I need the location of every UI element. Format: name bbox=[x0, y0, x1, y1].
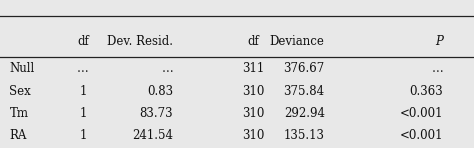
Text: …: … bbox=[161, 62, 173, 75]
Text: 241.54: 241.54 bbox=[132, 129, 173, 142]
Text: 310: 310 bbox=[242, 129, 265, 142]
Text: 1: 1 bbox=[79, 85, 87, 98]
Text: <0.001: <0.001 bbox=[400, 107, 443, 120]
Text: …: … bbox=[77, 62, 89, 75]
Text: Deviance: Deviance bbox=[270, 35, 325, 48]
Text: RA: RA bbox=[9, 129, 27, 142]
Text: 1: 1 bbox=[79, 129, 87, 142]
Text: 310: 310 bbox=[242, 85, 265, 98]
Text: Dev. Resid.: Dev. Resid. bbox=[107, 35, 173, 48]
Text: df: df bbox=[77, 35, 89, 48]
Text: 375.84: 375.84 bbox=[283, 85, 325, 98]
Text: 135.13: 135.13 bbox=[284, 129, 325, 142]
Text: 376.67: 376.67 bbox=[283, 62, 325, 75]
Text: 310: 310 bbox=[242, 107, 265, 120]
Text: 83.73: 83.73 bbox=[139, 107, 173, 120]
Text: Sex: Sex bbox=[9, 85, 31, 98]
Text: 0.363: 0.363 bbox=[410, 85, 443, 98]
Text: 0.83: 0.83 bbox=[147, 85, 173, 98]
Text: 1: 1 bbox=[79, 107, 87, 120]
Text: 311: 311 bbox=[243, 62, 264, 75]
Text: <0.001: <0.001 bbox=[400, 129, 443, 142]
Text: Null: Null bbox=[9, 62, 35, 75]
Text: …: … bbox=[431, 62, 443, 75]
Text: df: df bbox=[248, 35, 259, 48]
Text: P: P bbox=[435, 35, 443, 48]
Text: 292.94: 292.94 bbox=[284, 107, 325, 120]
Text: Tm: Tm bbox=[9, 107, 28, 120]
